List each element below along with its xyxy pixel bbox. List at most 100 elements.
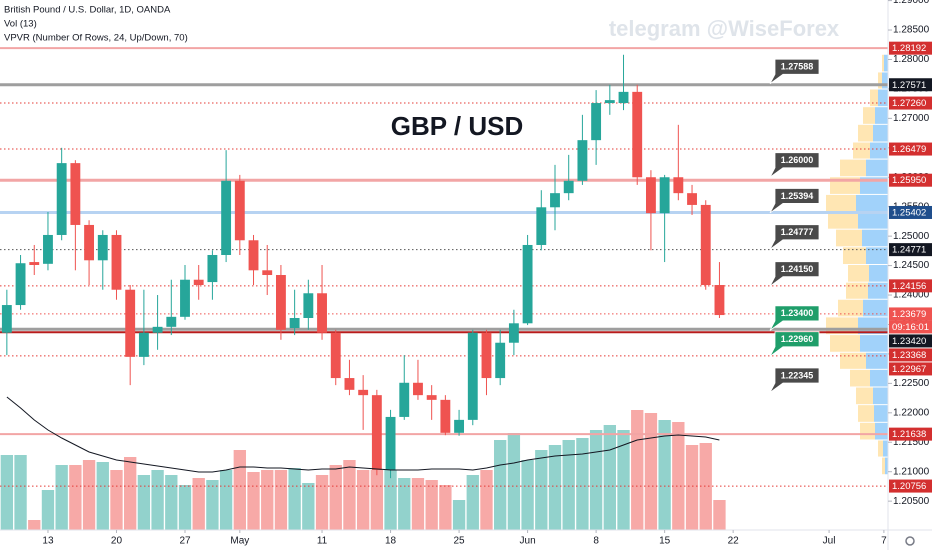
candle-body	[481, 332, 492, 379]
callout	[769, 331, 820, 357]
vpvr-down	[838, 299, 863, 317]
level-tag-label: 1.23368	[892, 350, 926, 361]
candle-body	[1, 305, 12, 333]
vpvr-down	[878, 72, 882, 89]
volume-bar	[206, 480, 219, 530]
level-tag	[889, 348, 932, 362]
level-tag-label: 1.23679	[892, 309, 926, 320]
volume-bar	[69, 465, 82, 530]
candle-body	[550, 193, 560, 208]
volume-bar	[329, 465, 342, 530]
vpvr-down	[878, 440, 883, 457]
chart-title: GBP / USD	[391, 111, 523, 141]
x-tick-label: 11	[317, 536, 328, 547]
volume-bar	[685, 445, 699, 530]
volume-bar	[452, 500, 466, 530]
vpvr-down	[863, 107, 875, 124]
callout-label: 1.24777	[781, 227, 814, 237]
candle-body	[577, 140, 588, 181]
y-tick-label: 1.20500	[893, 496, 930, 507]
callout-label: 1.25394	[781, 191, 814, 201]
y-tick-label: 1.24000	[893, 290, 930, 301]
candle-body	[56, 163, 67, 235]
volume-bar	[315, 475, 329, 530]
legend-line: Vol (13)	[4, 19, 37, 30]
vpvr-up	[875, 422, 888, 440]
volume-bar	[548, 445, 562, 530]
vpvr-down	[836, 229, 862, 247]
volume-bar	[343, 460, 356, 530]
vpvr-down	[826, 194, 856, 212]
vpvr-up	[885, 457, 888, 475]
level-tag-label: 1.24156	[892, 281, 926, 292]
vpvr-up	[866, 352, 888, 369]
y-tick-label: 1.22000	[893, 407, 930, 418]
volume-bar	[14, 455, 27, 530]
callout-label: 1.27588	[781, 62, 814, 72]
candle-body	[317, 293, 327, 333]
x-tick-label: 20	[111, 536, 123, 547]
countdown: 09:16:01	[892, 322, 929, 333]
volume-bar	[439, 485, 452, 530]
y-tick-label: 1.28000	[893, 54, 930, 65]
volume-bar	[411, 478, 425, 530]
level-tag-label: 1.25402	[892, 207, 926, 218]
candle-body	[508, 323, 519, 343]
volume-bar	[165, 475, 178, 530]
volume-bar	[28, 520, 41, 530]
candle-body	[180, 279, 190, 317]
candle-body	[29, 262, 40, 265]
y-tick-label: 1.29000	[893, 0, 930, 6]
countdown-tag	[889, 320, 932, 334]
x-tick-label: 8	[593, 536, 599, 547]
level-tag	[889, 427, 932, 441]
volume-bar	[480, 470, 493, 530]
callout	[769, 224, 820, 250]
volume-bar	[507, 433, 521, 530]
y-tick-label: 1.25000	[893, 231, 930, 242]
levels	[0, 47, 888, 487]
candle-body	[275, 275, 286, 330]
x-tick-label: Jun	[520, 536, 536, 547]
volume-bar	[521, 460, 534, 530]
vpvr-down	[853, 142, 870, 159]
settings-icon[interactable]	[905, 536, 915, 546]
x-tick-label: May	[230, 536, 249, 547]
vpvr-up	[883, 440, 888, 457]
callout	[769, 261, 820, 287]
vpvr-up	[870, 369, 888, 387]
candle-body	[495, 342, 506, 379]
volume-bar	[124, 457, 137, 530]
volume-bar	[535, 450, 548, 530]
vpvr-up	[856, 194, 888, 212]
y-tick-label: 1.21000	[893, 466, 930, 477]
volume-bar	[631, 410, 644, 530]
candle-body	[289, 318, 300, 329]
volume-bar	[713, 500, 726, 530]
callout	[769, 152, 820, 178]
volume-bar	[384, 470, 397, 530]
volume-bar	[672, 422, 685, 530]
candle-body	[234, 180, 245, 241]
vpvr-up	[866, 159, 888, 177]
vpvr-up	[858, 212, 888, 229]
vpvr-down	[840, 352, 866, 369]
candle-body	[262, 270, 273, 276]
callout	[769, 188, 820, 214]
level-tag-label: 1.20756	[892, 481, 926, 492]
candle-body	[426, 395, 437, 400]
watermark: telegram @WiseForex	[609, 16, 840, 41]
volume-pane	[0, 410, 726, 530]
candle-body	[303, 293, 314, 318]
volume-ma	[6, 396, 720, 473]
level-tag-label: 1.28192	[892, 43, 926, 54]
vpvr-down	[860, 422, 875, 440]
candle-body	[152, 326, 163, 333]
volume-bar	[178, 485, 192, 530]
volume-bar	[55, 465, 68, 530]
level-tag-label: 1.27571	[892, 80, 926, 91]
candle-body	[358, 389, 369, 396]
vpvr-up	[869, 265, 888, 282]
candle-body	[714, 285, 725, 316]
